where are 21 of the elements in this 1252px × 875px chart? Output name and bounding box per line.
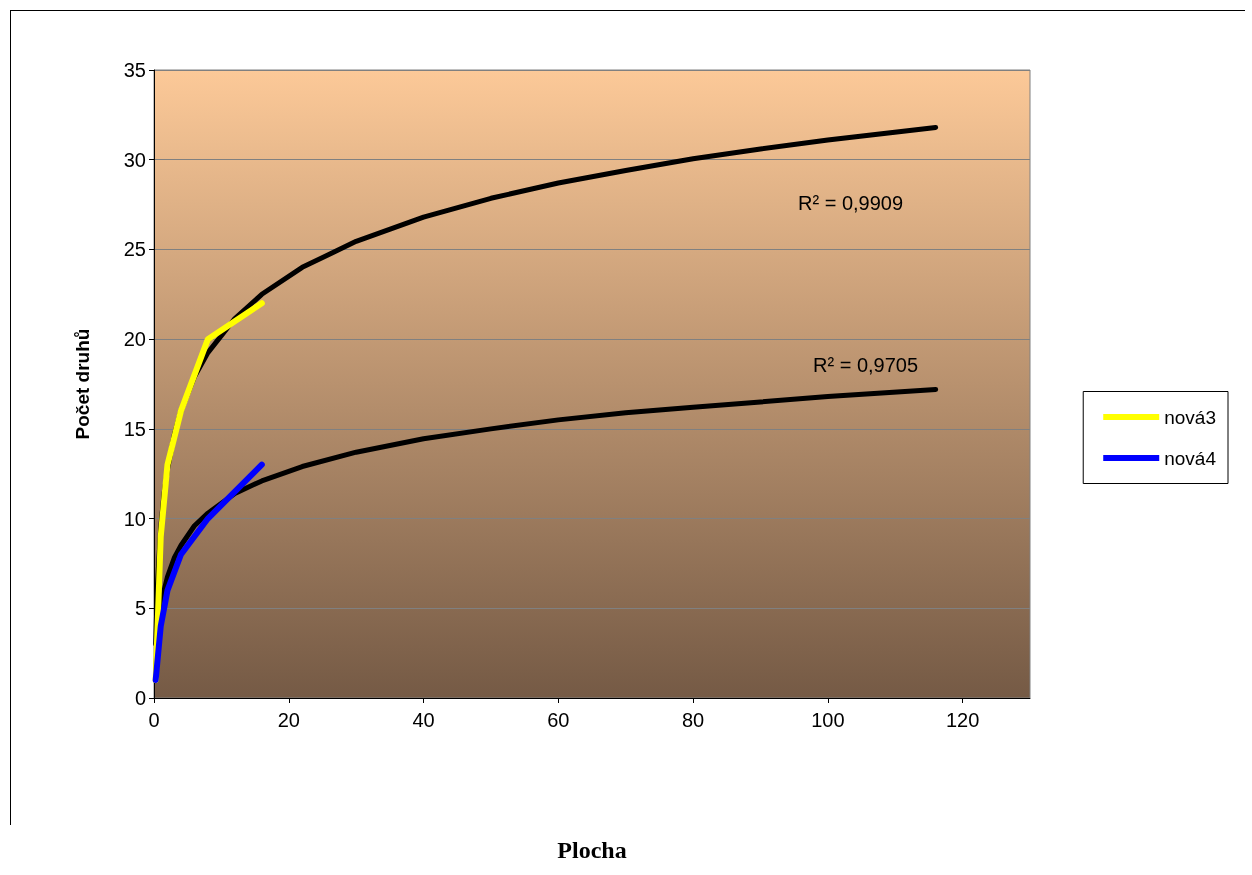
x-tick-label: 80 (681, 709, 705, 731)
x-tick-label: 20 (277, 709, 300, 731)
y-tick-label: 15 (123, 417, 146, 440)
y-tick-label: 30 (123, 148, 146, 171)
y-tick-label: 10 (123, 507, 146, 530)
x-tick-label: 40 (412, 709, 435, 731)
y-tick-label: 35 (123, 59, 146, 81)
y-axis-title: Počet druhů (72, 328, 93, 440)
y-tick-label: 20 (123, 328, 146, 351)
legend-label: nová3 (1164, 406, 1217, 428)
x-tick-label: 0 (148, 709, 160, 731)
x-axis-title: Plocha (557, 837, 627, 863)
x-tick-label: 100 (811, 709, 845, 731)
annotation: R² = 0,9705 (813, 354, 919, 376)
x-tick-label: 60 (547, 709, 570, 731)
legend-label: nová4 (1164, 447, 1217, 469)
annotation: R² = 0,9909 (798, 192, 904, 214)
y-tick-label: 0 (134, 687, 146, 709)
x-tick-label: 120 (945, 709, 980, 731)
y-tick-label: 5 (134, 597, 146, 620)
y-tick-label: 25 (123, 238, 146, 261)
